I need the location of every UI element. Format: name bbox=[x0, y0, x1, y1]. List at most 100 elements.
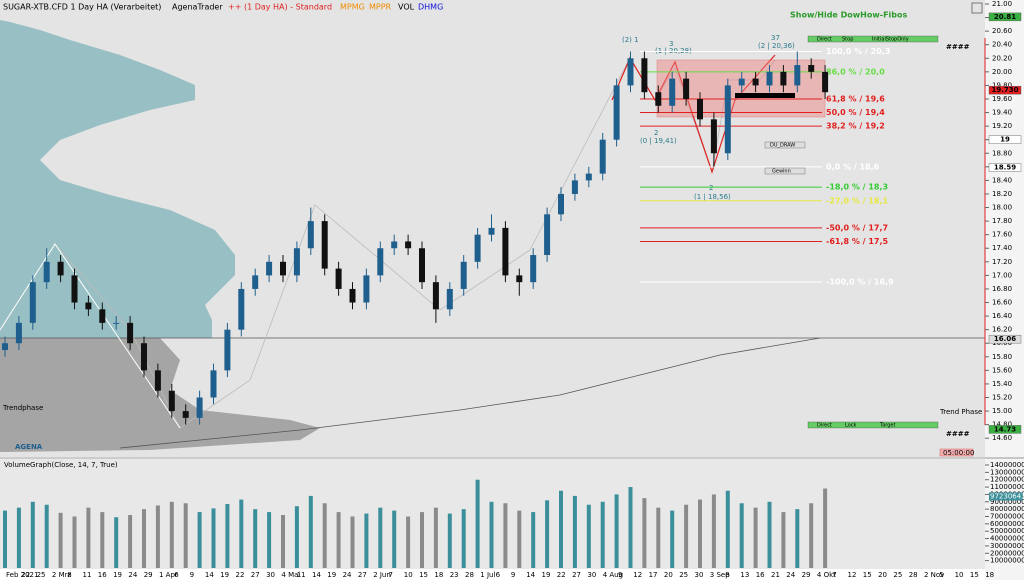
fib-label: 0,0 % / 18,6 bbox=[826, 162, 880, 171]
candle-body bbox=[488, 227, 495, 235]
y-tick-label: 19.40 bbox=[992, 109, 1012, 117]
price-marker-label: 20.81 bbox=[994, 13, 1016, 21]
y-tick-label: 15.00 bbox=[992, 407, 1012, 415]
fib-toggle[interactable]: Show/Hide DowHow-Fibos bbox=[790, 11, 908, 20]
wave: (2 | 20,36) bbox=[758, 42, 795, 50]
button[interactable]: Lock bbox=[845, 423, 857, 429]
indicator: MPMG bbox=[340, 3, 365, 12]
candle-body bbox=[238, 288, 245, 330]
volume-bar bbox=[559, 490, 563, 568]
y-tick-label: 19.20 bbox=[992, 122, 1012, 130]
candle-body bbox=[2, 343, 8, 351]
template: ++ (1 Day HA) - Standard bbox=[228, 3, 332, 12]
y-tick-label: 15.20 bbox=[992, 394, 1012, 402]
volume-bar bbox=[531, 512, 536, 568]
price-marker-label: 19 bbox=[1000, 136, 1010, 144]
candle-body bbox=[71, 275, 78, 303]
button[interactable]: Direct bbox=[817, 423, 832, 429]
y-tick-label: 15.80 bbox=[992, 353, 1012, 361]
x-tick-label: 22 bbox=[557, 571, 566, 579]
position-bar bbox=[735, 93, 795, 98]
y-tick-label: 1100000000 bbox=[990, 483, 1024, 491]
y-tick-label: 21.00 bbox=[992, 0, 1012, 8]
symbol: SUGAR-XTB.CFD 1 Day HA (Verarbeitet) bbox=[3, 3, 161, 12]
volume-bar bbox=[30, 501, 35, 568]
y-tick-label: 200000000 bbox=[990, 549, 1024, 557]
volume-bar bbox=[86, 507, 91, 568]
y-tick-label: 1300000000 bbox=[990, 468, 1024, 476]
candle-body bbox=[154, 370, 161, 391]
indicator: VOL bbox=[398, 3, 415, 12]
fib-label: -50,0 % / 17,7 bbox=[826, 223, 888, 232]
x-tick-label: 25 bbox=[679, 571, 688, 579]
x-tick-label: 14 bbox=[205, 571, 214, 579]
x-tick-label: 24 bbox=[128, 571, 137, 579]
x-tick-label: 20 bbox=[664, 571, 673, 579]
candle-body bbox=[571, 180, 578, 194]
y-tick-label: 17.60 bbox=[992, 231, 1012, 239]
volume-bar bbox=[100, 512, 105, 568]
x-tick-label: 22 bbox=[21, 571, 30, 579]
volume-bar bbox=[378, 507, 383, 568]
button-bar bbox=[807, 35, 939, 43]
x-tick-label: Feb 2021 bbox=[6, 571, 38, 579]
volume-bar bbox=[364, 513, 369, 568]
button[interactable]: Stop bbox=[842, 37, 853, 43]
button[interactable]: Target bbox=[879, 423, 896, 429]
volume-bar bbox=[545, 500, 550, 568]
candle-body bbox=[613, 85, 620, 140]
volume-bar bbox=[322, 503, 327, 568]
x-tick-label: 28 bbox=[465, 571, 474, 579]
candle-body bbox=[474, 234, 481, 262]
volume-bar bbox=[753, 507, 758, 568]
volume-bar bbox=[114, 517, 119, 568]
top-buttons: Direct Stop InitialStopOnly Direct Lock … bbox=[764, 35, 939, 429]
candle-body bbox=[446, 288, 453, 310]
x-tick-label: 30 bbox=[695, 571, 704, 579]
price-marker-label: 19.730 bbox=[991, 86, 1018, 94]
volume-bar bbox=[155, 505, 160, 568]
x-tick-label: 11 bbox=[83, 571, 92, 579]
volume-bar bbox=[517, 510, 522, 568]
fib-label: -27,0 % / 18,1 bbox=[826, 196, 889, 205]
candle-body bbox=[280, 261, 286, 276]
hash: #### bbox=[946, 43, 970, 51]
candle-body bbox=[655, 92, 662, 106]
volume-bar bbox=[433, 507, 438, 568]
x-tick-label: 18 bbox=[985, 571, 994, 579]
button[interactable]: Gewinn bbox=[772, 169, 791, 175]
candle-body bbox=[210, 370, 217, 398]
button[interactable]: InitialStopOnly bbox=[872, 37, 909, 43]
x-tick-label: 21 bbox=[771, 571, 780, 579]
x-tick-label: 10 bbox=[404, 571, 413, 579]
wave: (1 | 18,56) bbox=[694, 193, 731, 201]
candle-body bbox=[669, 78, 676, 106]
last-volume-box bbox=[989, 492, 1023, 501]
x-tick-label: 11 bbox=[297, 571, 306, 579]
volume-bar bbox=[698, 499, 702, 568]
candle-body bbox=[196, 397, 203, 418]
x-tick-label: 9 bbox=[511, 571, 515, 579]
x-tick-label: 6 bbox=[174, 571, 179, 579]
button[interactable]: DU_DRAW bbox=[770, 143, 795, 149]
button[interactable]: Direct bbox=[817, 37, 832, 43]
volume-bar bbox=[642, 498, 647, 568]
x-tick-label: 24 bbox=[343, 571, 352, 579]
volume-bar bbox=[16, 507, 21, 568]
x-tick-label: 27 bbox=[358, 571, 367, 579]
volume-bar bbox=[725, 490, 730, 568]
volume-bar bbox=[294, 506, 299, 568]
candle-body bbox=[766, 71, 773, 86]
candle-body bbox=[252, 275, 259, 289]
collapse-button[interactable] bbox=[971, 2, 983, 14]
x-tick-label: 19 bbox=[220, 571, 229, 579]
candle-body bbox=[99, 309, 106, 323]
candle-body bbox=[516, 275, 523, 283]
volume-bar bbox=[684, 504, 689, 568]
x-tick-label: 20 bbox=[878, 571, 887, 579]
y-tick-label: 20.60 bbox=[992, 27, 1012, 35]
fib-label: -18,0 % / 18,3 bbox=[826, 183, 888, 192]
x-tick-label: 16 bbox=[756, 571, 765, 579]
x-tick-label: 19 bbox=[542, 571, 551, 579]
